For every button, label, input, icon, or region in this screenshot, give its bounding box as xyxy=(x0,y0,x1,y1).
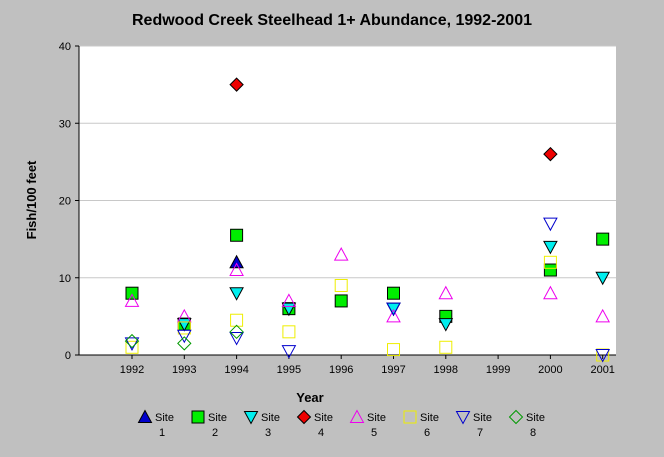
x-tick-label: 1999 xyxy=(486,364,510,376)
data-points xyxy=(124,77,611,363)
legend-label-number: 6 xyxy=(424,427,430,439)
legend-label-number: 3 xyxy=(265,427,271,439)
legend-label-number: 7 xyxy=(477,427,483,439)
x-tick-label: 1993 xyxy=(172,364,196,376)
legend-marker-site-2 xyxy=(191,410,205,424)
legend-marker-site-8 xyxy=(508,409,524,425)
data-point-site-5 xyxy=(281,293,297,307)
legend-marker-site-4 xyxy=(296,409,312,425)
legend: Site 1 Site 2 Site 3 Site 4 Site 5 Site 6 Site 7 Site 8 xyxy=(137,409,545,439)
data-point-site-3 xyxy=(438,318,454,332)
data-point-site-5 xyxy=(333,247,349,261)
legend-label: Site xyxy=(420,412,439,424)
x-tick-label: 1996 xyxy=(329,364,353,376)
data-point-site-6 xyxy=(334,278,348,292)
grid-lines xyxy=(79,45,616,279)
data-point-site-5 xyxy=(229,262,244,277)
data-point-site-8 xyxy=(124,333,140,349)
data-point-site-3 xyxy=(229,287,244,301)
data-point-site-2 xyxy=(543,263,557,277)
data-point-site-6 xyxy=(543,255,557,269)
data-point-site-3 xyxy=(543,240,558,255)
legend-label-number: 1 xyxy=(159,427,165,439)
data-point-site-1 xyxy=(229,254,244,269)
legend-label: Site xyxy=(473,412,492,424)
data-point-site-6 xyxy=(439,340,453,354)
data-point-site-7 xyxy=(176,329,192,344)
data-point-site-6 xyxy=(177,321,191,335)
y-tick-label: 0 xyxy=(65,350,71,362)
data-point-site-2 xyxy=(230,228,244,242)
y-tick-label: 40 xyxy=(59,41,71,53)
data-point-site-8 xyxy=(177,336,192,351)
data-point-site-6 xyxy=(230,313,244,327)
legend-marker-site-7 xyxy=(455,411,471,425)
x-tick-label: 1992 xyxy=(120,364,144,376)
legend-label-number: 2 xyxy=(212,427,218,439)
tick-marks: 0 10 20 30 40 1992 1993 1994 1995 1996 1997 1998 199… xyxy=(59,41,615,376)
data-point-site-5 xyxy=(124,293,140,307)
legend-marker-site-3 xyxy=(243,411,259,425)
legend-label: Site xyxy=(155,412,174,424)
data-point-site-8 xyxy=(229,324,244,340)
y-tick-label: 10 xyxy=(59,273,71,285)
data-point-site-6 xyxy=(125,340,139,354)
data-point-site-5 xyxy=(438,285,454,300)
data-point-site-5 xyxy=(595,308,611,323)
data-point-site-2 xyxy=(334,294,348,308)
x-axis-title: Year xyxy=(296,390,323,405)
y-axis-title: Fish/100 feet xyxy=(24,160,39,239)
legend-label-number: 5 xyxy=(371,427,377,439)
data-point-site-6 xyxy=(387,343,400,357)
x-tick-label: 1995 xyxy=(277,364,301,376)
x-tick-label: 1994 xyxy=(224,364,248,376)
legend-label: Site xyxy=(261,412,280,424)
data-point-site-2 xyxy=(125,286,139,300)
data-point-site-7 xyxy=(386,302,401,317)
data-point-site-5 xyxy=(543,285,558,300)
chart-title: Redwood Creek Steelhead 1+ Abundance, 19… xyxy=(131,12,532,29)
data-point-site-7 xyxy=(543,217,558,232)
x-tick-label: 1997 xyxy=(381,364,405,376)
legend-marker-site-1 xyxy=(137,409,153,423)
data-point-site-3 xyxy=(595,271,611,286)
legend-label-number: 8 xyxy=(530,427,536,439)
legend-marker-site-6 xyxy=(403,410,417,424)
y-tick-label: 20 xyxy=(59,196,71,208)
legend-label: Site xyxy=(314,412,333,424)
x-tick-label: 2000 xyxy=(538,364,562,376)
data-point-site-2 xyxy=(596,232,610,246)
data-point-site-7 xyxy=(229,332,244,346)
data-point-site-5 xyxy=(386,308,401,323)
legend-marker-site-5 xyxy=(349,409,365,423)
data-point-site-4 xyxy=(543,146,558,162)
data-point-site-2 xyxy=(387,286,400,300)
x-tick-label: 2001 xyxy=(590,364,614,376)
y-tick-label: 30 xyxy=(59,118,71,130)
legend-label: Site xyxy=(208,412,227,424)
data-point-site-4 xyxy=(229,77,244,92)
data-point-site-7 xyxy=(281,345,297,359)
legend-label: Site xyxy=(526,412,545,424)
data-point-site-6 xyxy=(282,325,296,339)
x-tick-label: 1998 xyxy=(434,364,458,376)
data-point-site-7 xyxy=(595,349,611,363)
legend-label: Site xyxy=(367,412,386,424)
legend-label-number: 4 xyxy=(318,427,324,439)
